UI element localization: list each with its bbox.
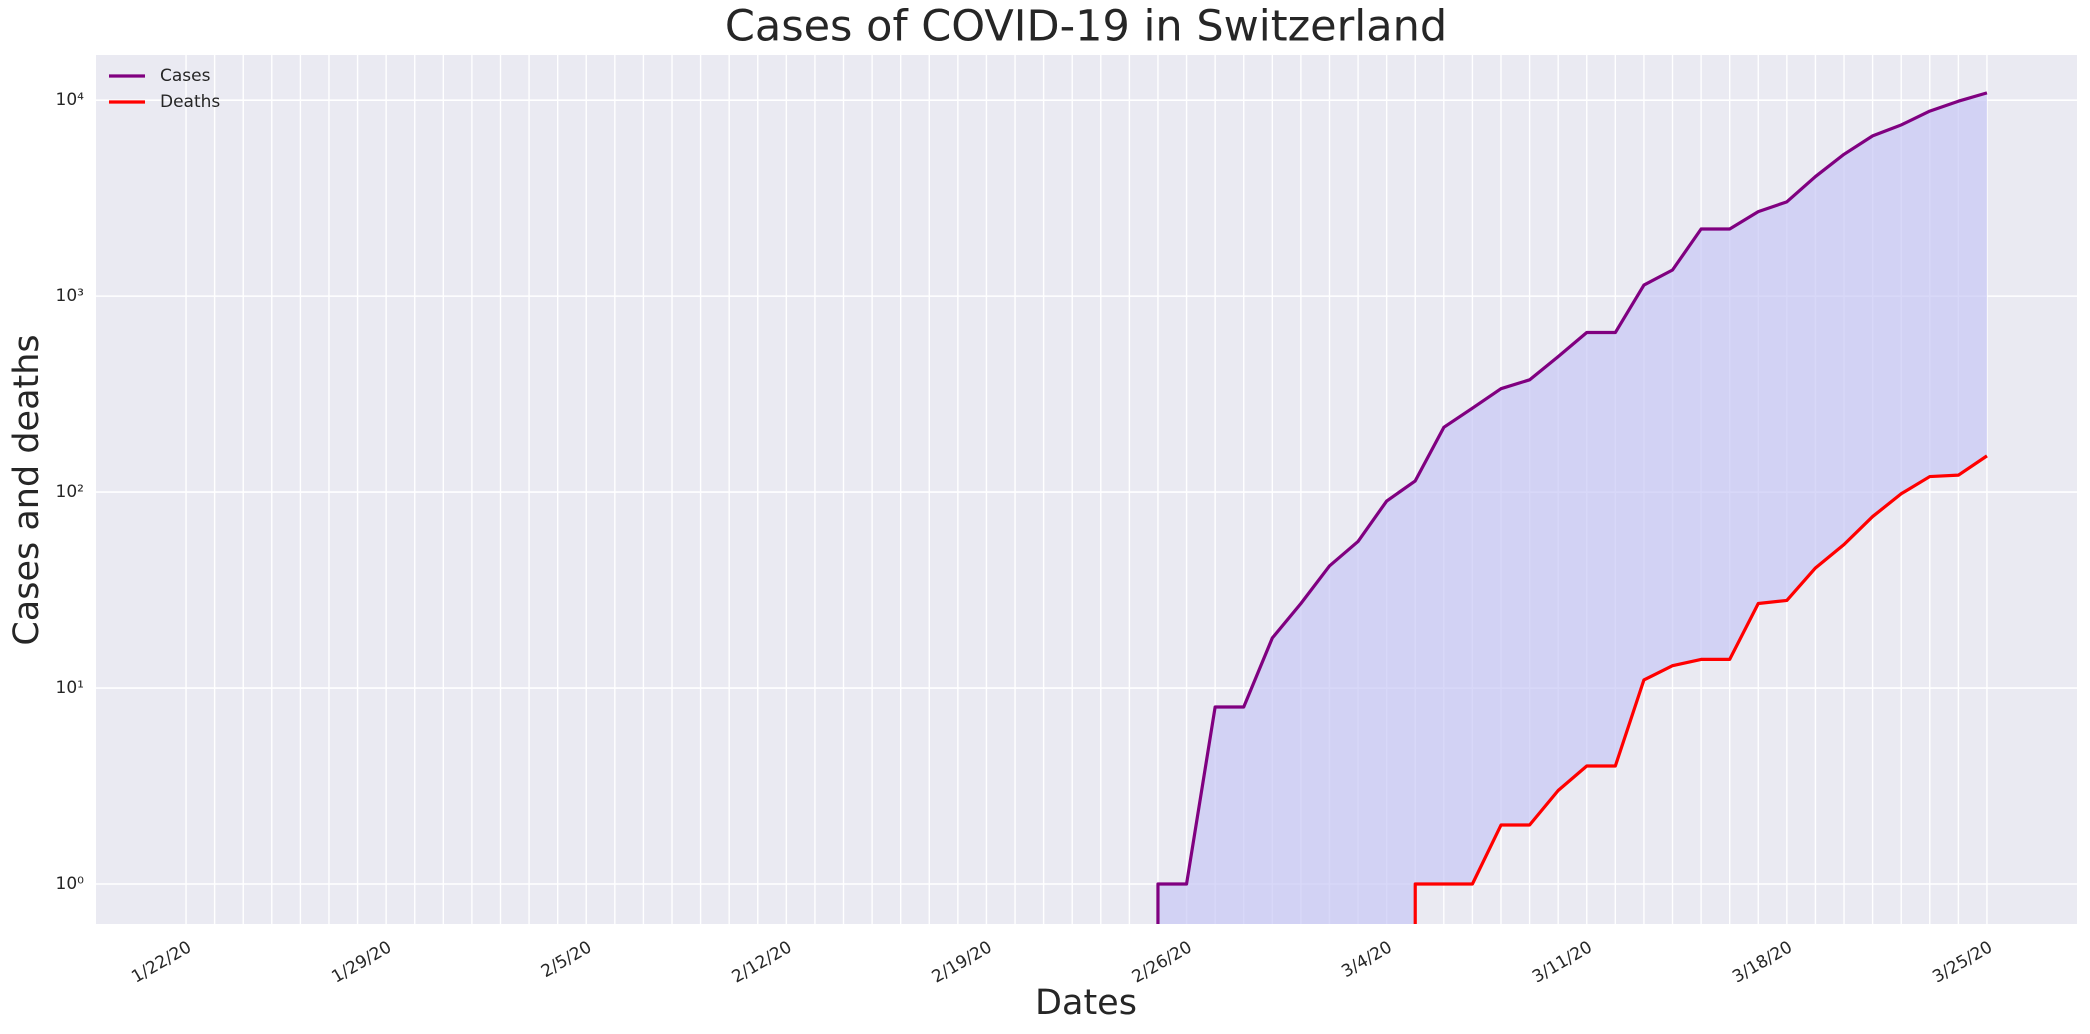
x-tick-label: 1/22/20 <box>128 937 195 987</box>
legend: Cases Deaths <box>109 66 220 112</box>
x-tick-label: 3/18/20 <box>1729 937 1796 987</box>
y-tick-label: 10⁴ <box>56 90 85 110</box>
x-tick-label: 2/12/20 <box>729 937 796 987</box>
legend-label: Cases <box>160 66 211 86</box>
x-tick-label: 3/4/20 <box>1338 937 1395 982</box>
series-line <box>1156 91 1988 924</box>
x-tick-label: 2/5/20 <box>538 937 595 982</box>
x-tick-label: 3/11/20 <box>1529 937 1596 987</box>
x-tick-label: 2/19/20 <box>929 937 996 987</box>
plot-area <box>1156 91 1988 924</box>
y-tick-label: 10¹ <box>56 678 84 698</box>
x-axis-label: Dates <box>1035 983 1137 1023</box>
y-axis-label: Cases and deaths <box>7 334 47 645</box>
y-tick-label: 10² <box>56 482 84 502</box>
x-tick-label: 2/26/20 <box>1129 937 1196 987</box>
chart-title: Cases of COVID-19 in Switzerland <box>725 2 1447 52</box>
fill-between <box>1157 92 1987 924</box>
x-tick-label: 3/25/20 <box>1929 937 1996 987</box>
y-tick-label: 10³ <box>56 286 84 306</box>
series-line <box>1413 454 1988 924</box>
legend-label: Deaths <box>160 92 220 112</box>
x-tick-label: 1/29/20 <box>328 937 395 987</box>
y-tick-label: 10⁰ <box>56 874 85 894</box>
